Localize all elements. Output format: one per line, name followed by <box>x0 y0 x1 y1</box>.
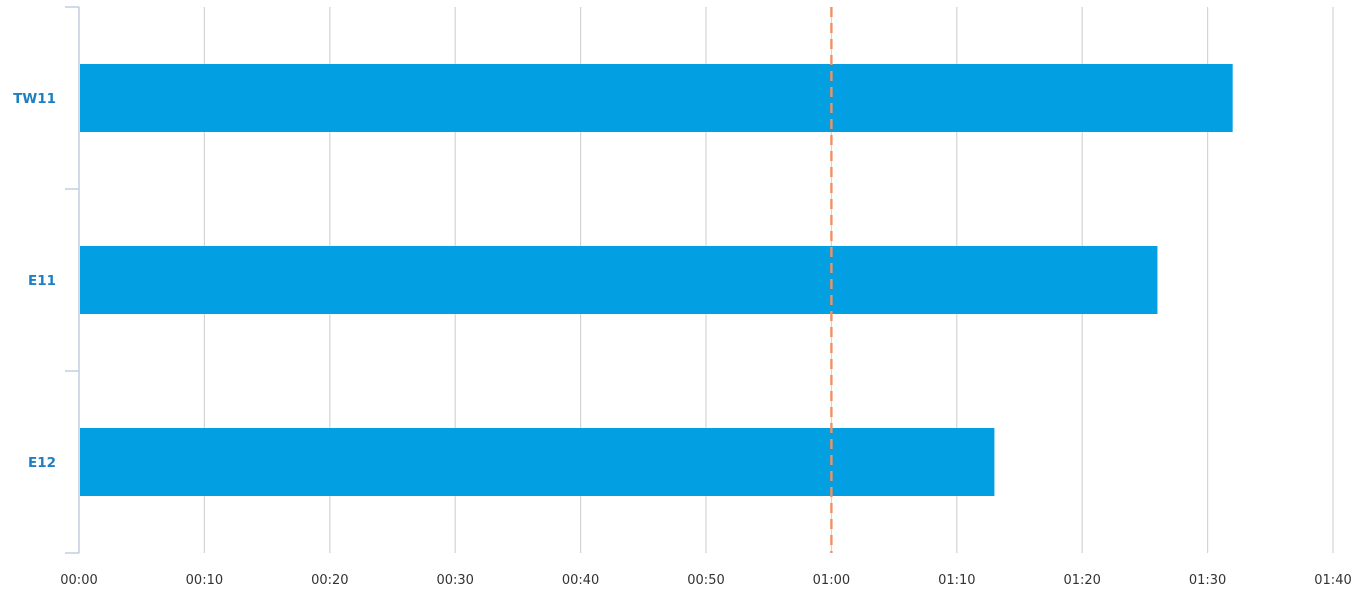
x-tick-label: 00:10 <box>186 573 223 588</box>
x-tick-label: 01:00 <box>813 573 850 588</box>
x-tick-label: 01:30 <box>1189 573 1226 588</box>
y-tick-label: E12 <box>28 455 56 471</box>
bar-e12[interactable] <box>80 428 995 496</box>
x-tick-label: 01:40 <box>1314 573 1351 588</box>
bars <box>80 64 1233 496</box>
x-tick-label: 01:20 <box>1063 573 1100 588</box>
x-tick-label: 00:40 <box>562 573 599 588</box>
x-tick-label: 00:00 <box>60 573 97 588</box>
bar-tw11[interactable] <box>80 64 1233 132</box>
y-axis-labels: TW11 E11 E12 <box>13 91 56 471</box>
y-axis <box>65 6 80 554</box>
bar-e11[interactable] <box>80 246 1158 314</box>
x-tick-label: 00:50 <box>687 573 724 588</box>
y-tick-label: TW11 <box>13 91 56 107</box>
x-axis-labels: 00:00 00:10 00:20 00:30 00:40 00:50 01:00 01:10… <box>60 573 1351 588</box>
x-tick-label: 00:30 <box>436 573 473 588</box>
y-tick-label: E11 <box>28 273 56 289</box>
x-tick-label: 00:20 <box>311 573 348 588</box>
x-tick-label: 01:10 <box>938 573 975 588</box>
